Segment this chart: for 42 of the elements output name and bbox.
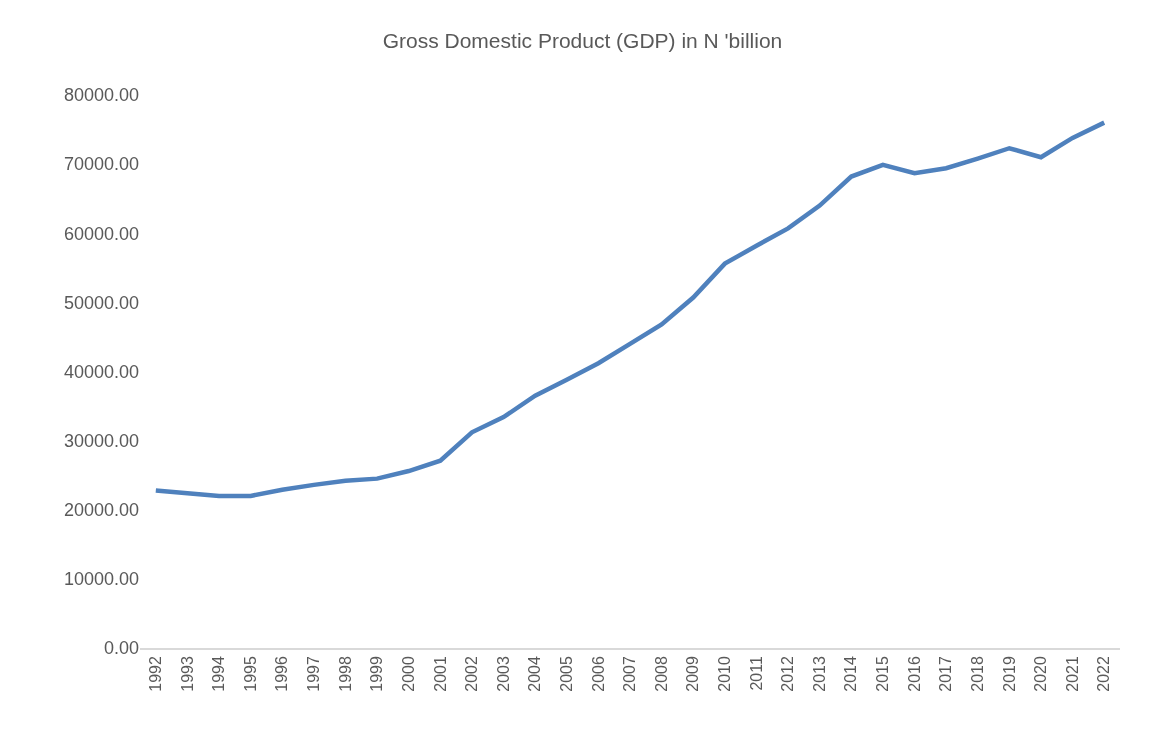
y-tick-label: 70000.00 [63, 154, 139, 175]
x-tick-label: 2003 [494, 656, 512, 692]
x-tick-label: 1994 [210, 656, 228, 692]
chart-title: Gross Domestic Product (GDP) in N 'billion [382, 29, 783, 53]
x-tick-label: 2011 [747, 656, 765, 691]
y-tick-label: 30000.00 [63, 430, 139, 451]
x-tick-label: 2013 [810, 656, 828, 692]
x-tick-label: 2021 [1063, 656, 1081, 692]
y-tick-label: 10000.00 [63, 569, 139, 590]
x-tick-label: 1997 [305, 656, 323, 692]
x-tick-label: 1995 [241, 656, 259, 692]
x-tick-label: 2008 [652, 656, 670, 692]
y-tick-label: 50000.00 [63, 292, 139, 313]
x-tick-label: 2019 [1000, 656, 1018, 692]
x-tick-label: 2009 [684, 656, 702, 692]
x-tick-label: 2010 [716, 656, 734, 692]
x-tick-label: 2005 [557, 656, 575, 692]
x-tick-label: 1998 [336, 656, 354, 692]
y-tick-label: 80000.00 [63, 85, 139, 106]
y-tick-label: 40000.00 [63, 361, 139, 382]
line-series [153, 120, 1107, 499]
x-tick-label: 2015 [874, 656, 892, 692]
x-tick-label: 1992 [147, 656, 165, 692]
x-tick-label: 1996 [273, 656, 291, 692]
x-tick-label: 2016 [905, 656, 923, 692]
x-tick-label: 2014 [842, 656, 860, 692]
x-tick-label: 1999 [368, 656, 386, 692]
x-tick-label: 2022 [1095, 656, 1113, 692]
y-tick-label: 0.00 [103, 638, 139, 659]
x-tick-label: 2000 [399, 656, 417, 692]
x-tick-label: 2017 [937, 656, 955, 692]
x-tick-label: 2006 [589, 656, 607, 692]
x-tick-label: 2002 [463, 656, 481, 692]
x-tick-label: 2020 [1032, 656, 1050, 692]
x-tick-label: 2012 [779, 656, 797, 692]
x-tick-label: 2004 [526, 656, 544, 692]
y-tick-label: 60000.00 [63, 223, 139, 244]
x-tick-label: 2001 [431, 656, 449, 692]
x-tick-label: 2018 [968, 656, 986, 692]
x-tick-label: 2007 [621, 656, 639, 692]
y-tick-label: 20000.00 [63, 500, 139, 521]
x-tick-label: 1993 [178, 656, 196, 692]
